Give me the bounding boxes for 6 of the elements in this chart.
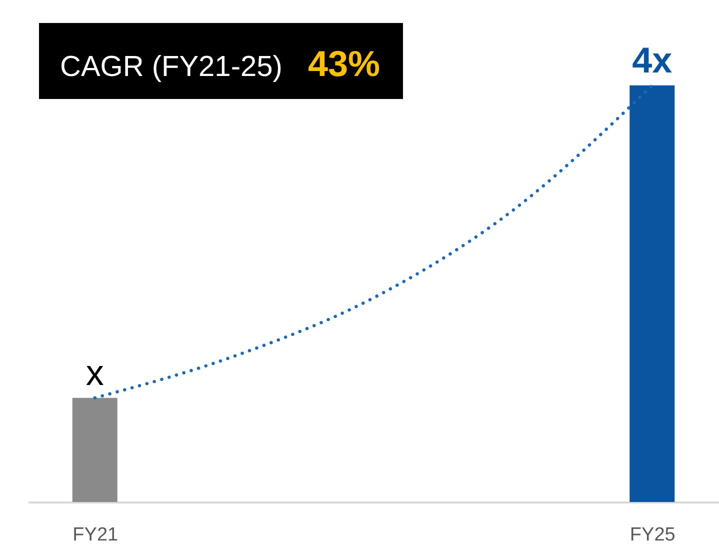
x-tick-label: FY25 — [630, 524, 676, 545]
text: CAGR (FY21-25) — [60, 51, 282, 83]
text: 43% — [308, 43, 380, 84]
annotation: x — [86, 352, 104, 393]
x-tick-label: FY21 — [72, 524, 118, 545]
annotation: 4x — [632, 39, 672, 80]
